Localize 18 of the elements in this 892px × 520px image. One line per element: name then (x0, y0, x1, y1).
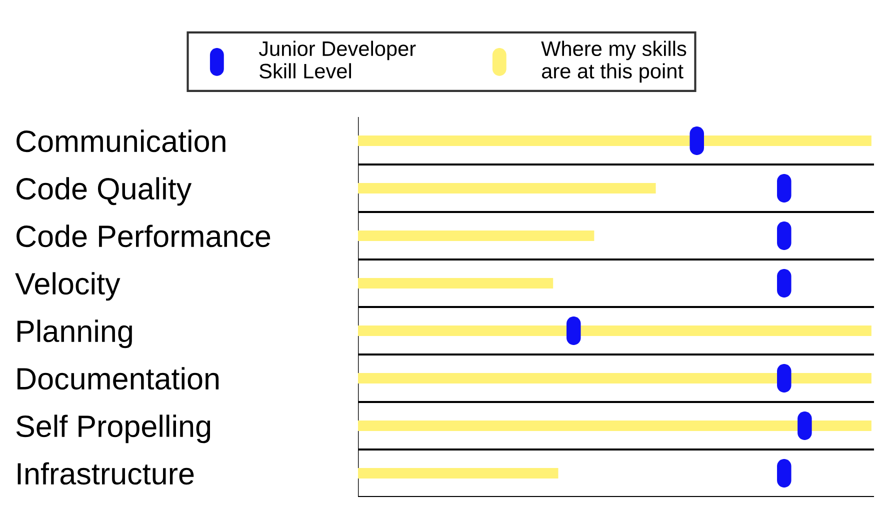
bar (358, 278, 554, 288)
bar (358, 373, 872, 384)
y-tick-label: Communication (16, 130, 226, 152)
y-tick-label: Planning (18, 320, 132, 348)
y-tick-label: Code Quality (16, 177, 192, 206)
bar (358, 183, 656, 194)
y-tick-label: Self Propelling (16, 414, 210, 444)
bar (358, 468, 558, 478)
y-tick-label: Code Performance (16, 224, 270, 248)
y-tick-label: Documentation (18, 367, 219, 390)
legend-label: Junior Developer Skill Level (258, 40, 416, 78)
bar (358, 326, 872, 336)
bar (358, 420, 872, 431)
bar (358, 230, 594, 241)
y-tick-label: Velocity (15, 272, 120, 301)
bar (358, 136, 872, 146)
legend-label: Where my skills are at this point (541, 40, 686, 83)
y-tick-label: Infrastructure (18, 462, 194, 485)
